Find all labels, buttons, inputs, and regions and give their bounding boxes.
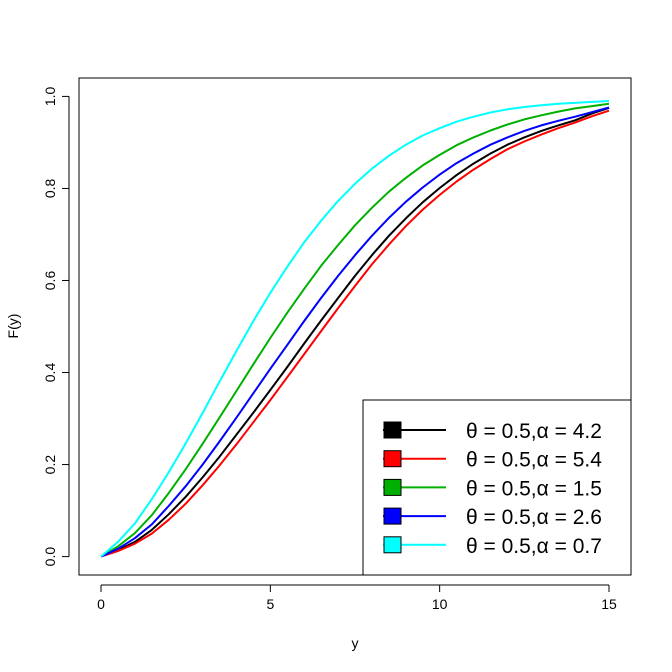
legend-label-4: θ = 0.5,α = 2.6 <box>466 506 602 529</box>
plot-area-frame <box>78 77 632 576</box>
legend: θ = 0.5,α = 4.2 θ = 0.5,α = 5.4 θ = 0.5,α … <box>362 399 632 576</box>
y-tick-label: 0.4 <box>42 363 58 383</box>
y-axis-label: F(y) <box>5 314 21 339</box>
y-tick-label: 1.0 <box>42 86 58 106</box>
x-tick-label: 5 <box>266 596 274 612</box>
legend-swatch-5 <box>383 536 402 554</box>
legend-label-3: θ = 0.5,α = 1.5 <box>466 477 602 500</box>
legend-label-2: θ = 0.5,α = 5.4 <box>466 449 602 472</box>
series-lines <box>100 100 610 558</box>
x-tick-label: 0 <box>97 596 105 612</box>
y-tick-label: 0.8 <box>42 178 58 198</box>
series-line-3 <box>100 102 610 558</box>
y-tick-label: 0.2 <box>42 455 58 475</box>
x-axis: 0 5 10 15 <box>97 584 617 612</box>
legend-label-5: θ = 0.5,α = 0.7 <box>466 535 602 558</box>
y-tick-label: 0.6 <box>42 271 58 291</box>
series-line-5 <box>100 100 610 558</box>
legend-swatch-1 <box>383 421 402 439</box>
legend-label-1: θ = 0.5,α = 4.2 <box>466 420 602 443</box>
legend-swatch-4 <box>383 507 402 525</box>
series-line-1 <box>100 106 610 558</box>
series-line-4 <box>100 106 610 558</box>
series-line-2 <box>100 109 610 558</box>
x-tick-label: 15 <box>601 596 617 612</box>
legend-swatch-2 <box>383 450 402 468</box>
x-tick-label: 10 <box>432 596 448 612</box>
legend-swatch-3 <box>383 478 402 496</box>
y-tick-label: 0.0 <box>42 547 58 567</box>
x-axis-label: y <box>352 635 359 651</box>
y-axis: 0.0 0.2 0.4 0.6 0.8 1.0 <box>42 86 70 567</box>
